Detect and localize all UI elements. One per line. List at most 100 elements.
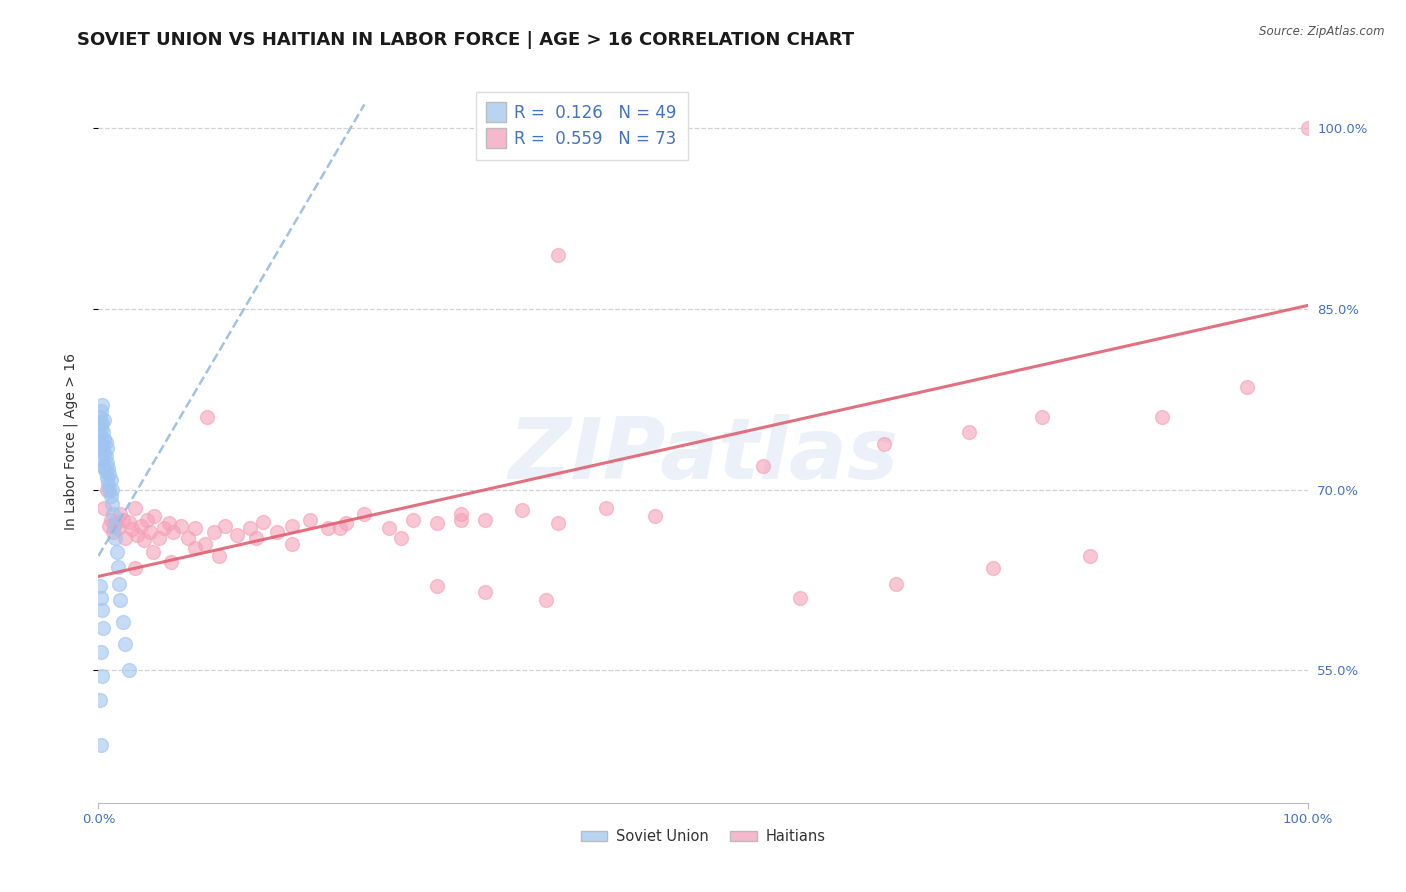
- Point: [139, 524, 162, 539]
- Point: [105, 545, 128, 559]
- Point: [124, 561, 146, 575]
- Point: [91, 434, 114, 449]
- Point: [108, 593, 131, 607]
- Point: [169, 519, 191, 533]
- Point: [195, 410, 218, 425]
- Point: [91, 621, 114, 635]
- Point: [91, 669, 114, 683]
- Point: [1152, 410, 1174, 425]
- Point: [114, 531, 136, 545]
- Point: [510, 503, 533, 517]
- Point: [91, 417, 114, 431]
- Point: [91, 452, 114, 467]
- Point: [886, 576, 908, 591]
- Point: [124, 500, 146, 515]
- Point: [107, 521, 129, 535]
- Point: [100, 483, 122, 497]
- Point: [89, 428, 111, 442]
- Point: [100, 497, 122, 511]
- Point: [91, 458, 114, 473]
- Point: [89, 417, 111, 431]
- Point: [118, 664, 141, 678]
- Point: [162, 524, 184, 539]
- Point: [281, 537, 304, 551]
- Point: [135, 513, 157, 527]
- Point: [96, 456, 118, 470]
- Point: [94, 434, 117, 449]
- Point: [377, 521, 399, 535]
- Point: [90, 645, 112, 659]
- Point: [752, 458, 775, 473]
- Point: [281, 519, 304, 533]
- Point: [100, 473, 122, 487]
- Point: [245, 531, 267, 545]
- Point: [98, 467, 121, 481]
- Point: [96, 441, 118, 455]
- Point: [595, 500, 617, 515]
- Point: [426, 516, 449, 531]
- Point: [143, 509, 166, 524]
- Point: [111, 513, 134, 527]
- Point: [90, 404, 112, 418]
- Point: [299, 513, 322, 527]
- Point: [98, 483, 121, 497]
- Point: [142, 545, 165, 559]
- Point: [1031, 410, 1053, 425]
- Point: [111, 615, 134, 630]
- Point: [104, 531, 127, 545]
- Point: [91, 425, 114, 439]
- Point: [100, 513, 122, 527]
- Point: [160, 555, 183, 569]
- Point: [98, 519, 121, 533]
- Point: [148, 531, 170, 545]
- Point: [353, 507, 375, 521]
- Point: [97, 476, 120, 491]
- Point: [335, 516, 357, 531]
- Point: [93, 461, 115, 475]
- Point: [1078, 549, 1101, 563]
- Point: [90, 738, 112, 752]
- Point: [426, 579, 449, 593]
- Point: [184, 521, 207, 535]
- Point: [214, 519, 236, 533]
- Point: [96, 483, 118, 497]
- Point: [90, 423, 112, 437]
- Point: [94, 465, 117, 479]
- Point: [94, 449, 117, 463]
- Point: [96, 471, 118, 485]
- Point: [389, 531, 412, 545]
- Point: [316, 521, 339, 535]
- Point: [152, 521, 174, 535]
- Point: [252, 515, 274, 529]
- Point: [266, 524, 288, 539]
- Point: [474, 513, 496, 527]
- Point: [89, 579, 111, 593]
- Point: [93, 500, 115, 515]
- Point: [93, 447, 115, 461]
- Point: [1236, 380, 1258, 394]
- Point: [118, 515, 141, 529]
- Point: [90, 591, 112, 606]
- Point: [101, 507, 124, 521]
- Point: [101, 524, 124, 539]
- Point: [547, 248, 569, 262]
- Point: [129, 519, 152, 533]
- Text: ZIPatlas: ZIPatlas: [508, 415, 898, 498]
- Point: [208, 549, 231, 563]
- Point: [1296, 121, 1319, 136]
- Point: [157, 516, 180, 531]
- Point: [873, 437, 896, 451]
- Point: [89, 693, 111, 707]
- Point: [981, 561, 1004, 575]
- Point: [226, 528, 249, 542]
- Point: [204, 524, 226, 539]
- Point: [402, 513, 425, 527]
- Point: [450, 513, 472, 527]
- Point: [789, 591, 811, 606]
- Point: [121, 523, 143, 537]
- Point: [100, 489, 122, 503]
- Text: SOVIET UNION VS HAITIAN IN LABOR FORCE | AGE > 16 CORRELATION CHART: SOVIET UNION VS HAITIAN IN LABOR FORCE |…: [77, 31, 855, 49]
- Point: [91, 603, 114, 617]
- Point: [90, 441, 112, 455]
- Y-axis label: In Labor Force | Age > 16: In Labor Force | Age > 16: [63, 353, 77, 530]
